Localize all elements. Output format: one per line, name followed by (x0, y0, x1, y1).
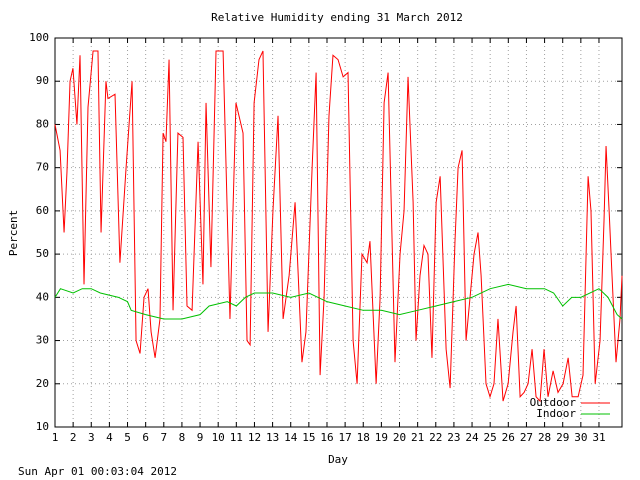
y-tick-label: 20 (36, 377, 49, 390)
legend-label: Indoor (536, 407, 576, 420)
x-tick-label: 2 (70, 431, 77, 444)
y-tick-label: 50 (36, 247, 49, 260)
y-tick-label: 10 (36, 420, 49, 433)
data-line (54, 50, 623, 403)
x-tick-label: 26 (502, 431, 515, 444)
x-tick-label: 29 (556, 431, 569, 444)
x-tick-label: 3 (88, 431, 95, 444)
x-tick-label: 17 (338, 431, 351, 444)
x-tick-label: 15 (302, 431, 315, 444)
legend-label: Outdoor (530, 396, 577, 409)
y-tick-label: 30 (36, 334, 49, 347)
x-axis-label: Day (328, 453, 348, 466)
x-tick-label: 12 (248, 431, 261, 444)
x-tick-label: 28 (538, 431, 551, 444)
x-tick-label: 6 (142, 431, 149, 444)
x-tick-label: 24 (465, 431, 479, 444)
x-tick-label: 11 (230, 431, 243, 444)
x-tick-label: 23 (447, 431, 460, 444)
chart-title: Relative Humidity ending 31 March 2012 (211, 11, 463, 24)
x-tick-label: 31 (592, 431, 605, 444)
x-tick-label: 16 (320, 431, 333, 444)
y-tick-label: 80 (36, 117, 49, 130)
x-tick-label: 21 (411, 431, 424, 444)
x-tick-label: 5 (124, 431, 131, 444)
y-tick-label: 90 (36, 74, 49, 87)
y-tick-label: 70 (36, 161, 49, 174)
x-tick-label: 14 (284, 431, 298, 444)
y-tick-label: 40 (36, 290, 49, 303)
x-tick-label: 22 (429, 431, 442, 444)
y-axis-label: Percent (7, 210, 20, 256)
x-tick-label: 30 (574, 431, 587, 444)
y-tick-label: 100 (29, 31, 49, 44)
x-tick-label: 1 (52, 431, 59, 444)
plot-frame (54, 37, 623, 428)
y-tick-label: 60 (36, 204, 49, 217)
timestamp: Sun Apr 01 00:03:04 2012 (18, 465, 177, 478)
x-tick-label: 27 (520, 431, 533, 444)
x-tick-label: 18 (357, 431, 370, 444)
x-tick-label: 7 (160, 431, 167, 444)
data-line (54, 283, 623, 320)
x-tick-label: 8 (179, 431, 186, 444)
x-tick-label: 19 (375, 431, 388, 444)
x-tick-label: 4 (106, 431, 113, 444)
x-tick-label: 10 (212, 431, 225, 444)
x-tick-label: 20 (393, 431, 406, 444)
x-tick-label: 9 (197, 431, 204, 444)
x-tick-label: 25 (484, 431, 497, 444)
x-tick-label: 13 (266, 431, 279, 444)
